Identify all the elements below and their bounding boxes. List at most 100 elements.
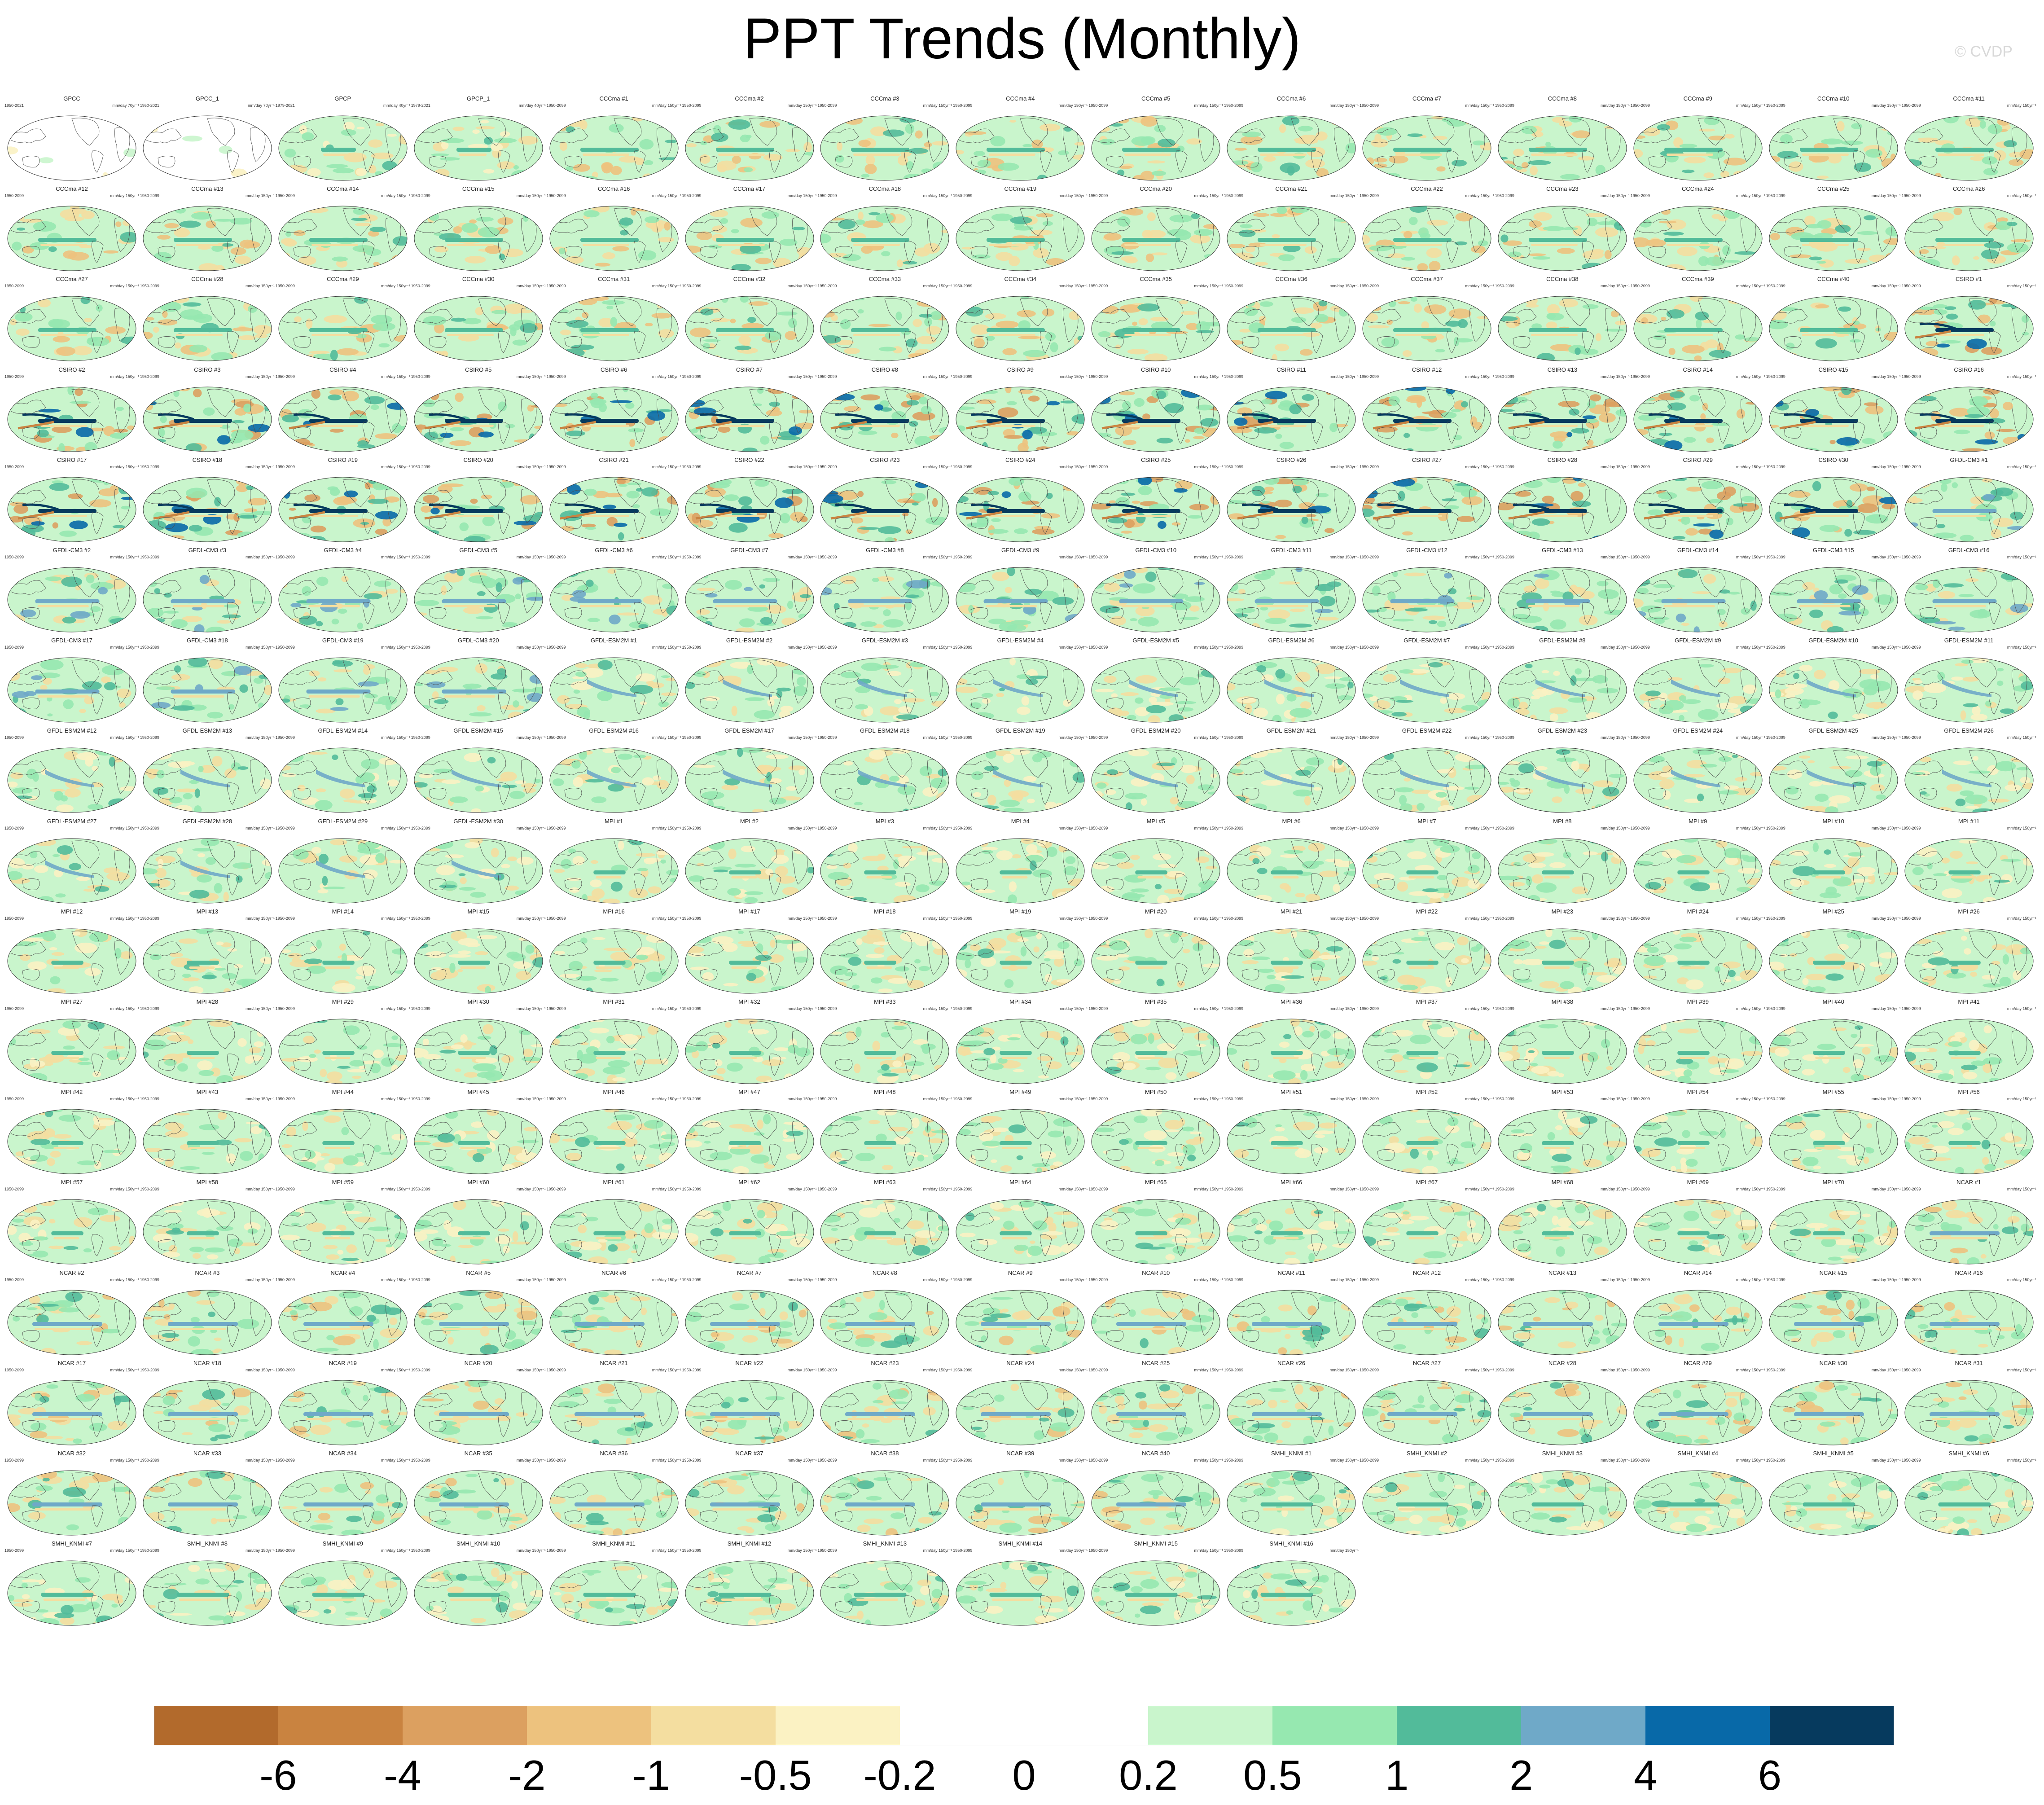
trend-map: [1498, 1470, 1627, 1536]
trend-map: [1769, 657, 1898, 723]
trend-map: [956, 1019, 1085, 1084]
trend-map: [1904, 928, 2034, 994]
panel-years: 1950-2099: [275, 284, 295, 289]
trend-map: [1633, 567, 1763, 632]
panel-years: 1950-2099: [411, 1458, 430, 1462]
panel-years: 1950-2099: [4, 1006, 24, 1011]
map-panel: NCAR #29 1950-2099 mm/day 150yr⁻¹: [1631, 1360, 1765, 1449]
trend-map: [7, 1560, 136, 1626]
panel-units: mm/day 150yr⁻¹: [652, 1458, 681, 1462]
panel-units: mm/day 150yr⁻¹: [923, 374, 952, 379]
panel-years: 1950-2099: [1630, 1187, 1650, 1192]
trend-map: [549, 1109, 679, 1174]
panel-years: 1950-2099: [817, 374, 837, 379]
panel-units: mm/day 150yr⁻¹: [381, 464, 410, 469]
trend-map: [1227, 1290, 1356, 1355]
trend-map: [1091, 1380, 1220, 1445]
trend-map: [414, 1109, 543, 1174]
panel-title: NCAR #37: [735, 1450, 763, 1457]
panel-years: 1950-2099: [1901, 645, 1921, 650]
map-panel: CCCma #34 1950-2099 mm/day 150yr⁻¹: [953, 276, 1088, 365]
map-panel: MPI #64 1950-2099 mm/day 150yr⁻¹: [953, 1179, 1088, 1269]
panel-years: 1950-2099: [1495, 1097, 1514, 1102]
trend-map: [549, 567, 679, 632]
panel-years: 1950-2099: [546, 1006, 566, 1011]
trend-map: [1227, 1019, 1356, 1084]
panel-title: MPI #68: [1551, 1179, 1574, 1186]
panel-title: GFDL-CM3 #8: [866, 547, 904, 553]
panel-years: 1950-2099: [411, 1006, 430, 1011]
panel-units: mm/day 150yr⁻¹: [1194, 1458, 1224, 1462]
map-panel: NCAR #15 1950-2099 mm/day 150yr⁻¹: [1766, 1269, 1901, 1359]
panel-years: 1950-2099: [1630, 1097, 1650, 1102]
panel-years: 1950-2099: [140, 1097, 159, 1102]
panel-title: NCAR #19: [329, 1359, 357, 1366]
panel-units: mm/day 150yr⁻¹: [2007, 374, 2036, 379]
trend-map: [1362, 1199, 1491, 1265]
panel-units: mm/day 150yr⁻¹: [1329, 193, 1359, 198]
map-panel: SMHI_KNMI #4 1950-2099 mm/day 150yr⁻¹: [1631, 1450, 1765, 1540]
map-panel: GFDL-ESM2M #6 1950-2099 mm/day 150yr⁻¹: [1224, 637, 1359, 727]
panel-years: 1950-2099: [1088, 1548, 1108, 1553]
panel-years: 1950-2099: [4, 374, 24, 379]
trend-map: [1362, 1019, 1491, 1084]
map-panel: MPI #68 1950-2099 mm/day 150yr⁻¹: [1495, 1179, 1630, 1269]
panel-units: mm/day 150yr⁻¹: [110, 1097, 139, 1102]
panel-title: MPI #59: [332, 1179, 354, 1186]
map-panel: GFDL-ESM2M #8 1950-2099 mm/day 150yr⁻¹: [1495, 637, 1630, 727]
panel-years: 1950-2099: [953, 284, 973, 289]
trend-map: [685, 1019, 814, 1084]
panel-units: mm/day 150yr⁻¹: [1058, 103, 1088, 108]
map-panel: GFDL-ESM2M #10 1950-2099 mm/day 150yr⁻¹: [1766, 637, 1901, 727]
map-panel: NCAR #24 1950-2099 mm/day 150yr⁻¹: [953, 1360, 1088, 1449]
map-panel: CCCma #24 1950-2099 mm/day 150yr⁻¹: [1631, 185, 1765, 275]
map-panel: MPI #50 1950-2099 mm/day 150yr⁻¹: [1088, 1089, 1223, 1178]
trend-map: [820, 1380, 949, 1445]
panel-title: NCAR #21: [600, 1359, 628, 1366]
panel-units: mm/day 150yr⁻¹: [652, 555, 681, 559]
map-panel: GFDL-ESM2M #13 1950-2099 mm/day 150yr⁻¹: [140, 727, 275, 817]
panel-years: 1950-2099: [1766, 1277, 1785, 1282]
map-panel: GFDL-CM3 #20 1950-2099 mm/day 150yr⁻¹: [411, 637, 546, 727]
trend-map: [956, 1380, 1085, 1445]
panel-title: GFDL-ESM2M #22: [1402, 727, 1452, 734]
panel-years: 1950-2021: [140, 103, 159, 108]
panel-units: mm/day 150yr⁻¹: [1871, 374, 1901, 379]
colorbar-tick-label: 0.5: [1243, 1752, 1302, 1799]
map-panel: CCCma #7 1950-2099 mm/day 150yr⁻¹: [1360, 95, 1494, 185]
map-panel: CCCma #30 1950-2099 mm/day 150yr⁻¹: [411, 276, 546, 365]
trend-map: [956, 1109, 1085, 1174]
trend-map: [1227, 928, 1356, 994]
map-panel: MPI #46 1950-2099 mm/day 150yr⁻¹: [547, 1089, 681, 1178]
panel-units: mm/day 150yr⁻¹: [1194, 1277, 1224, 1282]
panel-units: mm/day 150yr⁻¹: [1194, 555, 1224, 559]
panel-title: CCCma #5: [1141, 95, 1171, 102]
panel-units: mm/day 150yr⁻¹: [516, 1548, 546, 1553]
panel-units: mm/day 150yr⁻¹: [652, 826, 681, 830]
panel-title: MPI #2: [740, 817, 759, 825]
panel-units: mm/day 150yr⁻¹: [246, 1458, 275, 1462]
panel-years: 1950-2099: [682, 193, 702, 198]
panel-years: 1950-2099: [953, 193, 973, 198]
map-panel: CSIRO #8 1950-2099 mm/day 150yr⁻¹: [817, 366, 952, 456]
trend-map: [143, 477, 272, 542]
panel-units: mm/day 150yr⁻¹: [787, 284, 817, 289]
trend-map: [1498, 296, 1627, 361]
panel-units: mm/day 150yr⁻¹: [246, 1548, 275, 1553]
panel-years: 1950-2099: [140, 1548, 159, 1553]
panel-years: 1950-2099: [1224, 1097, 1244, 1102]
panel-title: NCAR #22: [735, 1359, 763, 1366]
map-panel: MPI #11 1950-2099 mm/day 150yr⁻¹: [1902, 818, 2036, 908]
trend-map: [820, 1560, 949, 1626]
map-panel: CCCma #5 1950-2099 mm/day 150yr⁻¹: [1088, 95, 1223, 185]
map-panel: NCAR #27 1950-2099 mm/day 150yr⁻¹: [1360, 1360, 1494, 1449]
panel-title: NCAR #26: [1277, 1359, 1306, 1366]
panel-years: 1950-2099: [682, 1187, 702, 1192]
trend-map: [820, 1019, 949, 1084]
panel-units: mm/day 150yr⁻¹: [787, 1187, 817, 1192]
map-panel: MPI #3 1950-2099 mm/day 150yr⁻¹: [817, 818, 952, 908]
trend-map: [1091, 1290, 1220, 1355]
map-panel: CCCma #13 1950-2099 mm/day 150yr⁻¹: [140, 185, 275, 275]
panel-title: MPI #14: [332, 908, 354, 915]
panel-years: 1950-2099: [140, 645, 159, 650]
